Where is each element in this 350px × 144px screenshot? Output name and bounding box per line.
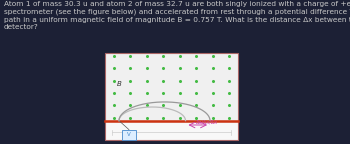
Bar [105, 121, 238, 140]
Text: B: B [117, 81, 121, 87]
Text: V: V [127, 132, 131, 137]
Bar [122, 130, 136, 140]
Bar [105, 53, 238, 121]
Text: Δx/Δx/Δx: Δx/Δx/Δx [196, 119, 217, 124]
Text: Atom 1 of mass 30.3 u and atom 2 of mass 32.7 u are both singly ionized with a c: Atom 1 of mass 30.3 u and atom 2 of mass… [4, 1, 350, 30]
